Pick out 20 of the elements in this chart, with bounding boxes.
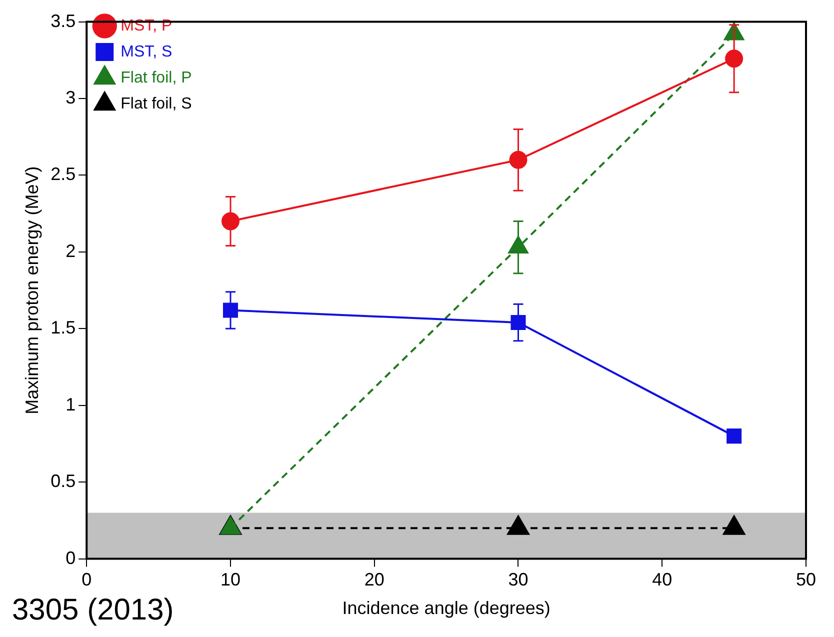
y-tick-label: 0 (66, 548, 76, 568)
x-tick-label: 0 (82, 570, 92, 590)
text: 3305 (2013) (12, 593, 174, 626)
x-tick-label: 10 (220, 570, 241, 590)
x-axis-title: Incidence angle (degrees) (342, 598, 550, 618)
legend-label: MST, S (120, 43, 172, 60)
x-tick-label: 30 (508, 570, 528, 590)
y-tick-label: 3.5 (50, 10, 76, 31)
y-tick-label: 1 (66, 394, 76, 414)
x-tick-label: 40 (652, 570, 672, 590)
x-tick-label: 50 (796, 570, 816, 590)
legend-label: Flat foil, P (120, 69, 192, 86)
y-tick-label: 1.5 (50, 318, 76, 338)
x-tick-label: 20 (364, 570, 384, 590)
y-tick-label: 3 (66, 87, 76, 108)
y-tick-label: 2 (66, 240, 76, 261)
y-tick-label: 2.5 (50, 164, 76, 184)
y-axis-title: Maximum proton energy (MeV) (22, 166, 42, 414)
y-tick-label: 0.5 (50, 471, 76, 492)
legend-label: Flat foil, S (120, 95, 192, 112)
